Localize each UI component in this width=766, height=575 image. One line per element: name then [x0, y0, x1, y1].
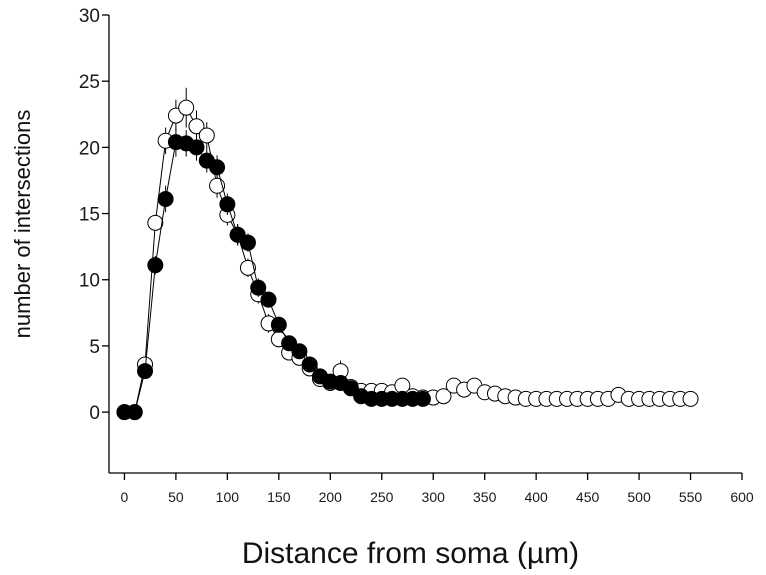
y-tick-label: 5: [89, 337, 100, 358]
x-tick-label: 500: [627, 489, 651, 505]
y-tick-label: 0: [89, 403, 100, 424]
data-point: [414, 390, 431, 407]
y-tick-label: 20: [79, 138, 100, 159]
data-point: [219, 196, 236, 213]
x-axis-label: Distance from soma (µm): [242, 537, 579, 570]
x-tick-label: 350: [473, 489, 497, 505]
x-tick-label: 200: [319, 489, 343, 505]
data-point: [147, 257, 164, 274]
series-line: [124, 141, 423, 413]
data-point: [435, 388, 452, 405]
axis-ticks: 0 50 100 150 200 250 300 350 400 450 500 550 600 0 5 10…: [79, 6, 754, 505]
data-point: [188, 139, 205, 156]
series-1: [116, 87, 699, 421]
data-point: [126, 404, 143, 421]
x-tick-label: 0: [121, 489, 129, 505]
data-point: [260, 291, 277, 308]
x-tick-label: 50: [168, 489, 184, 505]
data-point: [239, 259, 256, 276]
data-point: [178, 99, 195, 116]
data-point: [291, 343, 308, 360]
y-tick-label: 10: [79, 271, 100, 292]
data-point: [301, 356, 318, 373]
data-point: [157, 190, 174, 207]
x-tick-label: 450: [576, 489, 600, 505]
data-point: [137, 363, 154, 380]
x-tick-label: 250: [370, 489, 394, 505]
data-point: [239, 234, 256, 251]
x-tick-label: 150: [267, 489, 291, 505]
data-point: [147, 214, 164, 231]
data-point: [250, 279, 267, 296]
y-tick-label: 30: [79, 6, 100, 27]
data-series: [116, 87, 699, 421]
data-point: [209, 159, 226, 176]
data-point: [198, 127, 215, 144]
y-tick-label: 15: [79, 205, 100, 226]
x-tick-label: 550: [679, 489, 703, 505]
series-2: [116, 127, 431, 421]
data-point: [270, 316, 287, 333]
x-tick-label: 400: [524, 489, 548, 505]
y-axis-label: number of intersections: [10, 110, 35, 339]
x-tick-label: 300: [422, 489, 446, 505]
axes: [108, 15, 742, 474]
data-point: [682, 390, 699, 407]
data-point: [188, 118, 205, 135]
x-tick-label: 100: [216, 489, 240, 505]
y-tick-label: 25: [79, 72, 100, 93]
x-tick-label: 600: [730, 489, 754, 505]
